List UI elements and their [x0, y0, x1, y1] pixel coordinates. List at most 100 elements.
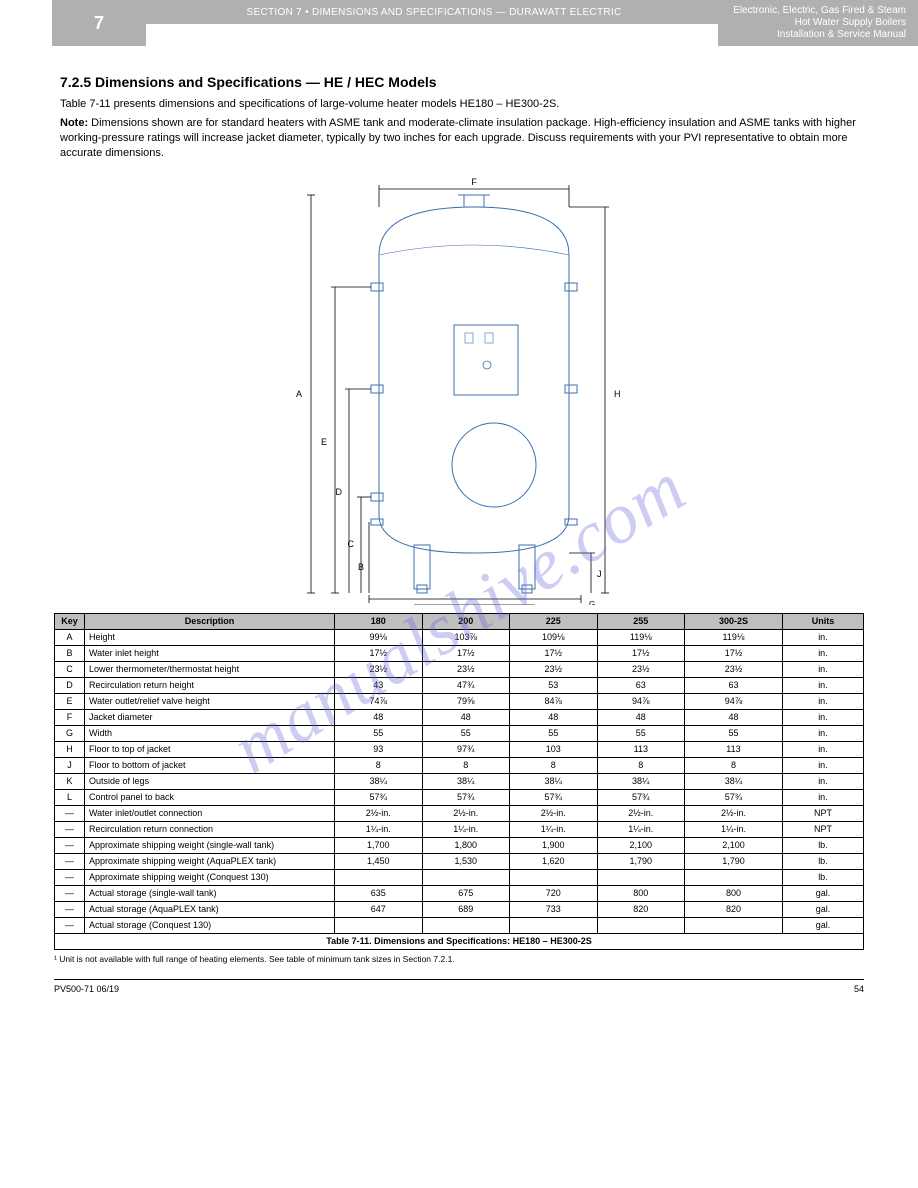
table-cell: 103: [510, 741, 598, 757]
table-cell: 647: [335, 901, 423, 917]
table-cell: in.: [782, 629, 863, 645]
table-cell: 23½: [685, 661, 783, 677]
table-row: BWater inlet height17½17½17½17½17½in.: [55, 645, 864, 661]
table-header-cell: 225: [510, 613, 598, 629]
table-cell: 57¾: [510, 789, 598, 805]
table-cell: 8: [422, 757, 510, 773]
table-cell: [422, 869, 510, 885]
table-cell: —: [55, 805, 85, 821]
table-cell: 97¾: [422, 741, 510, 757]
table-cell: 23½: [510, 661, 598, 677]
table-cell: 48: [510, 709, 598, 725]
dim-J-label: J: [597, 569, 602, 579]
table-cell: 17½: [597, 645, 685, 661]
dim-E-label: E: [321, 437, 327, 447]
table-cell: lb.: [782, 853, 863, 869]
table-cell: D: [55, 677, 85, 693]
table-cell: 55: [422, 725, 510, 741]
table-cell: [510, 869, 598, 885]
table-cell: [685, 869, 783, 885]
table-cell: 113: [685, 741, 783, 757]
table-cell: Control panel to back: [85, 789, 335, 805]
table-cell: Approximate shipping weight (Conquest 13…: [85, 869, 335, 885]
note-paragraph: Note: Dimensions shown are for standard …: [60, 116, 858, 161]
table-row: JFloor to bottom of jacket88888in.: [55, 757, 864, 773]
table-cell: 48: [422, 709, 510, 725]
table-cell: gal.: [782, 901, 863, 917]
table-cell: Actual storage (Conquest 130): [85, 917, 335, 933]
table-cell: 93: [335, 741, 423, 757]
table-cell: G: [55, 725, 85, 741]
table-cell: 94⅞: [597, 693, 685, 709]
table-cell: gal.: [782, 885, 863, 901]
table-cell: 1,900: [510, 837, 598, 853]
table-cell: 689: [422, 901, 510, 917]
table-cell: lb.: [782, 869, 863, 885]
table-cell: 23½: [335, 661, 423, 677]
table-cell: 635: [335, 885, 423, 901]
table-header-cell: 255: [597, 613, 685, 629]
table-cell: in.: [782, 693, 863, 709]
table-cell: 57¾: [597, 789, 685, 805]
table-cell: 1¼-in.: [597, 821, 685, 837]
table-cell: [597, 917, 685, 933]
table-footnote: ¹ Unit is not available with full range …: [54, 954, 864, 965]
table-cell: L: [55, 789, 85, 805]
table-row: —Approximate shipping weight (AquaPLEX t…: [55, 853, 864, 869]
table-cell: 55: [685, 725, 783, 741]
header-center-text: SECTION 7 • DIMENSIONS AND SPECIFICATION…: [160, 0, 708, 24]
table-cell: A: [55, 629, 85, 645]
table-row: AHeight99⅛103⅞109⅛119⅛119⅛in.: [55, 629, 864, 645]
table-cell: 38¼: [422, 773, 510, 789]
table-cell: 1,790: [685, 853, 783, 869]
table-cell: Recirculation return height: [85, 677, 335, 693]
table-cell: 2½-in.: [510, 805, 598, 821]
table-cell: [510, 917, 598, 933]
specifications-table: KeyDescription180200225255300-2SUnits AH…: [54, 613, 864, 950]
table-header-cell: Key: [55, 613, 85, 629]
table-cell: gal.: [782, 917, 863, 933]
table-cell: 720: [510, 885, 598, 901]
table-cell: —: [55, 837, 85, 853]
table-cell: 55: [335, 725, 423, 741]
table-cell: in.: [782, 661, 863, 677]
table-row: —Actual storage (single-wall tank)635675…: [55, 885, 864, 901]
table-cell: 79⅝: [422, 693, 510, 709]
table-cell: 38¼: [335, 773, 423, 789]
table-cell: 2½-in.: [422, 805, 510, 821]
table-row: HFloor to top of jacket9397¾103113113in.: [55, 741, 864, 757]
table-cell: 8: [685, 757, 783, 773]
table-row: GWidth5555555555in.: [55, 725, 864, 741]
table-cell: 63: [597, 677, 685, 693]
table-cell: 800: [597, 885, 685, 901]
header-right-tab: Electronic, Electric, Gas Fired & Steam …: [718, 0, 918, 46]
table-cell: 38¼: [685, 773, 783, 789]
dim-B-label: B: [358, 562, 364, 572]
table-cell: Recirculation return connection: [85, 821, 335, 837]
table-cell: in.: [782, 789, 863, 805]
table-cell: 1,530: [422, 853, 510, 869]
table-cell: in.: [782, 645, 863, 661]
table-cell: —: [55, 917, 85, 933]
table-row: —Actual storage (AquaPLEX tank)647689733…: [55, 901, 864, 917]
dim-F-label: F: [471, 177, 477, 187]
table-cell: 17½: [685, 645, 783, 661]
table-cell: 1,620: [510, 853, 598, 869]
footer-left: PV500-71 06/19: [54, 984, 119, 994]
table-cell: 55: [597, 725, 685, 741]
table-cell: Water outlet/relief valve height: [85, 693, 335, 709]
table-cell: Actual storage (AquaPLEX tank): [85, 901, 335, 917]
table-cell: in.: [782, 757, 863, 773]
table-cell: 2½-in.: [597, 805, 685, 821]
page-footer: PV500-71 06/19 54: [54, 984, 864, 994]
table-cell: 1,450: [335, 853, 423, 869]
table-cell: —: [55, 853, 85, 869]
dim-G-label: G: [589, 600, 595, 605]
table-cell: 8: [597, 757, 685, 773]
table-row: EWater outlet/relief valve height74⅞79⅝8…: [55, 693, 864, 709]
table-cell: 74⅞: [335, 693, 423, 709]
table-row: —Water inlet/outlet connection2½-in.2½-i…: [55, 805, 864, 821]
table-header-cell: 200: [422, 613, 510, 629]
table-cell: 99⅛: [335, 629, 423, 645]
table-cell: [335, 917, 423, 933]
